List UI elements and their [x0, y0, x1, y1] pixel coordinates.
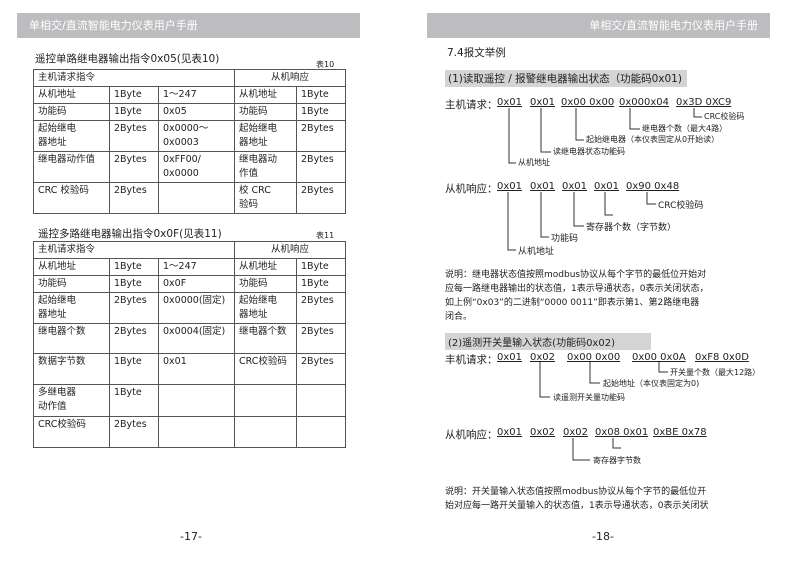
ex2-req-note: 起始地址（本仪表固定为0) [603, 379, 700, 388]
ex2-req-byte: 0xF8 0x0D [695, 352, 749, 363]
table-cell: 2Bytes [109, 120, 159, 152]
table10-title: 遥控单路继电器输出指令0x05(见表10) [35, 53, 220, 65]
table-cell [234, 416, 298, 448]
table11-label: 表11 [316, 231, 335, 240]
table-row: CRC 校验码 2Bytes 校 CRC 验码 2Bytes [33, 182, 347, 214]
table-cell: 起始继电 器地址 [234, 120, 298, 152]
ex1-req-note: 读继电器状态功能码 [553, 147, 625, 156]
table-row: CRC校验码 2Bytes [33, 416, 347, 448]
example2-heading: (2)遥测开关量输入状态(功能码0x02) [445, 333, 651, 350]
ex1-req-note: 起始继电器（本仪表固定从0开始读） [586, 135, 720, 144]
table-cell: 起始继电 器地址 [33, 292, 110, 324]
header-bar-right: 单相交/直流智能电力仪表用户手册 [427, 13, 770, 38]
table-cell: 2Bytes [109, 416, 159, 448]
table-cell [296, 416, 347, 448]
table-cell: 0xFF00/ 0x0000 [157, 151, 236, 183]
ex2-req-byte: 0x00 0x00 [567, 352, 621, 363]
ex2-note-line: 说明：开关量输入状态值按照modbus协议从每个字节的最低位开 [445, 487, 707, 497]
ex1-req-byte: 0x000x04 [619, 97, 670, 108]
table-cell [296, 384, 347, 417]
table-cell: 2Bytes [109, 292, 159, 324]
table-cell: 继电器动 作值 [234, 151, 298, 183]
table-cell: 2Bytes [296, 151, 347, 183]
ex2-resp-note: 寄存器字节数 [593, 456, 641, 465]
ex1-note-line: 闭合。 [445, 312, 473, 322]
table-row: 起始继电 器地址 2Bytes 0x0000～ 0x0003 起始继电 器地址 2Byt… [33, 120, 347, 152]
table-row: 功能码 1Byte 0x0F 功能码 1Byte [33, 275, 347, 293]
ex1-req-note: 从机地址 [518, 158, 550, 167]
table11: 主机请求指令 从机响应 从机地址 1Byte 1～247 从机地址 1Byte 功能码 1Byt… [32, 241, 347, 448]
ex2-request-label: 丰机请求： [445, 354, 498, 366]
table-cell: 多继电器 动作值 [33, 384, 110, 417]
table-cell: CRC校验码 [234, 353, 298, 385]
ex1-note-line: 如上例“0x03”的二进制“0000 0011”即表示第1、第2路继电器 [445, 298, 700, 308]
ex2-req-byte: 0x00 0x0A [632, 352, 686, 363]
header-bar-left: 单相交/直流智能电力仪表用户手册 [17, 13, 360, 38]
ex2-note-line: 始对应每一路开关量输入的状态值，1表示导通状态，0表示关闭状 [445, 501, 709, 511]
table-cell [157, 416, 236, 448]
ex2-response-label: 从机响应： [445, 429, 498, 441]
table-cell: 起始继电 器地址 [234, 292, 298, 324]
example1-heading: (1)读取遥控 / 报警继电器输出状态（功能码0x01) [445, 70, 687, 87]
ex2-resp-byte: 0x02 [530, 427, 556, 438]
table-cell: CRC校验码 [33, 416, 110, 448]
table11-title: 遥控多路继电器输出指令0x0F(见表11) [38, 228, 222, 240]
ex1-resp-byte: 0x01 [562, 181, 588, 192]
ex1-resp-byte: 0x01 [497, 181, 523, 192]
ex1-resp-byte: 0x01 [530, 181, 556, 192]
table-cell: 2Bytes [296, 182, 347, 214]
table-cell: 1Byte [296, 258, 347, 276]
ex1-resp-byte: 0x90 0x48 [626, 181, 680, 192]
ex2-req-note: 读遥测开关量功能码 [553, 393, 625, 402]
table10-label: 表10 [316, 60, 335, 69]
manual-title: 单相交/直流智能电力仪表用户手册 [29, 19, 198, 32]
ex1-response-label: 从机响应： [445, 183, 498, 195]
table-row: 继电器个数 2Bytes 0x0004(固定) 继电器个数 2Bytes [33, 323, 347, 354]
table-header-row: 主机请求指令 从机响应 [32, 69, 347, 87]
table-cell: 2Bytes [109, 182, 159, 214]
table-cell: 2Bytes [296, 120, 347, 152]
ex2-req-byte: 0x02 [530, 352, 556, 363]
ex2-req-note: 开关量个数（最大12路） [670, 368, 761, 377]
table-cell: 0x0000～ 0x0003 [157, 120, 236, 152]
ex2-resp-byte: 0xBE 0x78 [653, 427, 707, 438]
ex1-req-byte: 0x01 [530, 97, 556, 108]
ex1-req-byte: 0x3D 0XC9 [676, 97, 732, 108]
table-row: 数据字节数 1Byte 0x01 CRC校验码 2Bytes [33, 353, 347, 385]
ex1-resp-byte: 0x01 [594, 181, 620, 192]
ex2-req-byte: 0x01 [497, 352, 523, 363]
ex1-resp-note: 功能码 [551, 234, 579, 244]
ex1-resp-note: CRC校验码 [658, 201, 704, 211]
section-title: 7.4报文举例 [447, 47, 506, 59]
page-number-right: -18- [592, 530, 614, 543]
ex2-resp-byte: 0x01 [497, 427, 523, 438]
table-cell [157, 182, 236, 214]
table-cell: CRC 校验码 [33, 182, 110, 214]
table10: 主机请求指令 从机响应 从机地址 1Byte 1～247 从机地址 1Byte 功能码 1Byt… [32, 69, 347, 214]
table-cell: 0x0004(固定) [157, 323, 236, 354]
table-row: 继电器动作值 2Bytes 0xFF00/ 0x0000 继电器动 作值 2Bytes [33, 151, 347, 183]
ex1-req-note: CRC校验码 [704, 112, 745, 121]
ex1-req-byte: 0x01 [497, 97, 523, 108]
table-header-row: 主机请求指令 从机响应 [32, 241, 347, 259]
ex2-resp-byte: 0x08 0x01 [595, 427, 649, 438]
table-row: 从机地址 1Byte 1～247 从机地址 1Byte [33, 258, 347, 276]
page-number-left: -17- [180, 530, 202, 543]
table-cell: 继电器动作值 [33, 151, 110, 183]
ex1-request-label: 主机请求： [445, 99, 498, 111]
ex2-resp-byte: 0x02 [563, 427, 589, 438]
table-cell: 校 CRC 验码 [234, 182, 298, 214]
table-row: 起始继电 器地址 2Bytes 0x0000(固定) 起始继电 器地址 2Bytes [33, 292, 347, 324]
table-cell: 1Byte [109, 353, 159, 385]
table-cell: 2Bytes [109, 151, 159, 183]
ex1-note-line: 应每一路继电器输出的状态值，1表示导通状态，0表示关闭状态， [445, 284, 709, 294]
manual-title: 单相交/直流智能电力仪表用户手册 [589, 19, 758, 32]
ex1-req-byte: 0x00 0x00 [561, 97, 615, 108]
ex1-note-line: 说明：继电器状态值按照modbus协议从每个字节的最低位开始对 [445, 270, 707, 280]
ex1-resp-note: 寄存器个数（字节数） [586, 223, 677, 233]
ex1-resp-note: 从机地址 [518, 247, 555, 257]
ex1-req-note: 继电器个数（最大4路） [642, 124, 728, 133]
